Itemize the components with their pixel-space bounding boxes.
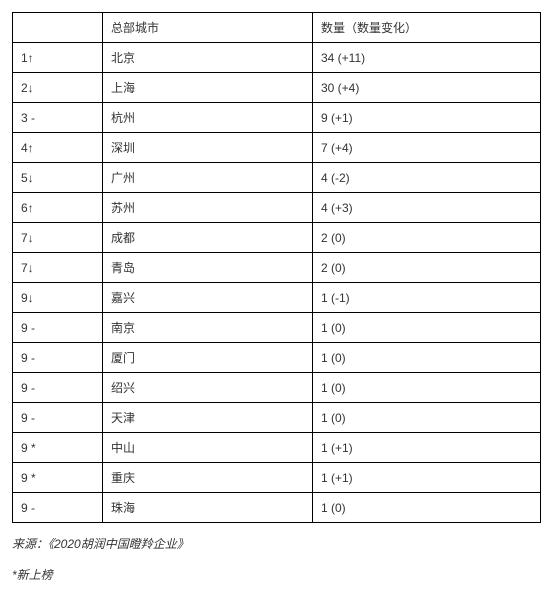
cell-city: 杭州 [103,103,313,133]
cell-rank: 3 - [13,103,103,133]
cell-count: 4 (-2) [313,163,541,193]
cell-rank: 4↑ [13,133,103,163]
ranking-table: 总部城市 数量（数量变化） 1↑北京34 (+11)2↓上海30 (+4)3 -… [12,12,541,523]
table-row: 7↓成都2 (0) [13,223,541,253]
cell-count: 1 (+1) [313,463,541,493]
cell-count: 1 (0) [313,343,541,373]
table-row: 3 -杭州9 (+1) [13,103,541,133]
cell-count: 7 (+4) [313,133,541,163]
table-row: 9 -绍兴1 (0) [13,373,541,403]
col-header-count: 数量（数量变化） [313,13,541,43]
ranking-table-container: 总部城市 数量（数量变化） 1↑北京34 (+11)2↓上海30 (+4)3 -… [12,12,540,523]
cell-rank: 9 - [13,343,103,373]
cell-count: 9 (+1) [313,103,541,133]
cell-rank: 5↓ [13,163,103,193]
cell-city: 绍兴 [103,373,313,403]
cell-count: 1 (0) [313,403,541,433]
table-row: 9↓嘉兴1 (-1) [13,283,541,313]
cell-city: 中山 [103,433,313,463]
table-row: 6↑苏州4 (+3) [13,193,541,223]
table-header-row: 总部城市 数量（数量变化） [13,13,541,43]
cell-city: 苏州 [103,193,313,223]
cell-city: 厦门 [103,343,313,373]
cell-city: 青岛 [103,253,313,283]
cell-city: 成都 [103,223,313,253]
cell-rank: 9 - [13,493,103,523]
cell-rank: 9↓ [13,283,103,313]
cell-count: 30 (+4) [313,73,541,103]
col-header-rank [13,13,103,43]
cell-city: 广州 [103,163,313,193]
cell-city: 深圳 [103,133,313,163]
cell-rank: 1↑ [13,43,103,73]
cell-count: 1 (0) [313,373,541,403]
cell-rank: 7↓ [13,223,103,253]
cell-count: 1 (+1) [313,433,541,463]
cell-rank: 6↑ [13,193,103,223]
cell-rank: 9 - [13,313,103,343]
table-row: 2↓上海30 (+4) [13,73,541,103]
cell-rank: 9 - [13,403,103,433]
footnote-line: *新上榜 [12,566,542,583]
table-row: 7↓青岛2 (0) [13,253,541,283]
table-row: 9 -厦门1 (0) [13,343,541,373]
table-row: 9 -天津1 (0) [13,403,541,433]
table-row: 1↑北京34 (+11) [13,43,541,73]
col-header-city: 总部城市 [103,13,313,43]
cell-city: 上海 [103,73,313,103]
cell-count: 2 (0) [313,253,541,283]
source-line: 来源：《2020胡润中国瞪羚企业》 [12,535,542,552]
cell-count: 4 (+3) [313,193,541,223]
cell-count: 1 (0) [313,313,541,343]
cell-count: 34 (+11) [313,43,541,73]
table-row: 9 -南京1 (0) [13,313,541,343]
table-row: 5↓广州4 (-2) [13,163,541,193]
cell-rank: 7↓ [13,253,103,283]
cell-city: 嘉兴 [103,283,313,313]
cell-rank: 2↓ [13,73,103,103]
cell-rank: 9 - [13,373,103,403]
cell-city: 天津 [103,403,313,433]
cell-city: 南京 [103,313,313,343]
table-row: 9 *重庆1 (+1) [13,463,541,493]
cell-city: 重庆 [103,463,313,493]
table-row: 9 *中山1 (+1) [13,433,541,463]
table-row: 9 -珠海1 (0) [13,493,541,523]
table-row: 4↑深圳7 (+4) [13,133,541,163]
cell-city: 珠海 [103,493,313,523]
cell-count: 1 (-1) [313,283,541,313]
cell-rank: 9 * [13,463,103,493]
table-body: 1↑北京34 (+11)2↓上海30 (+4)3 -杭州9 (+1)4↑深圳7 … [13,43,541,523]
cell-city: 北京 [103,43,313,73]
cell-count: 2 (0) [313,223,541,253]
cell-count: 1 (0) [313,493,541,523]
cell-rank: 9 * [13,433,103,463]
